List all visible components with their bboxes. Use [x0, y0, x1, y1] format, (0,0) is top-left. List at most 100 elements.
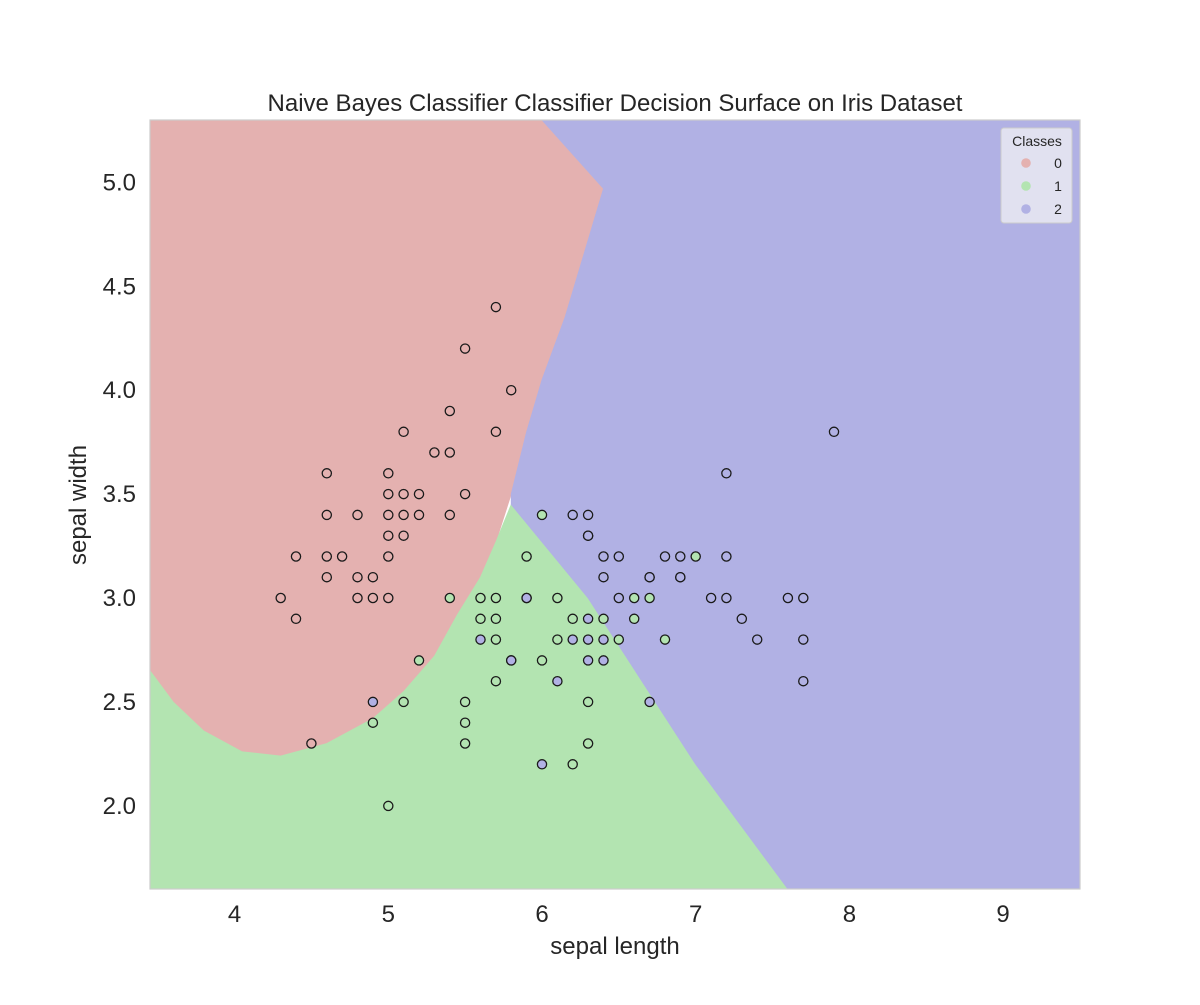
point-class-2-0 [367, 696, 379, 708]
point-class-2-22 [675, 571, 686, 583]
legend-marker-class-1 [1021, 181, 1031, 191]
point-class-0-11 [352, 509, 363, 521]
point-class-1-6 [459, 717, 471, 728]
point-class-0-1 [290, 613, 302, 625]
point-class-2-16 [598, 551, 609, 562]
point-class-1-3 [413, 655, 425, 666]
point-class-1-32 [659, 634, 671, 645]
point-class-1-24 [582, 696, 594, 708]
x-tick-label: 7 [689, 901, 702, 928]
point-class-2-3 [521, 592, 532, 604]
point-class-0-26 [429, 447, 440, 458]
point-class-0-4 [321, 571, 333, 583]
point-class-1-1 [383, 800, 394, 812]
point-class-0-8 [336, 551, 348, 562]
decision-regions [149, 119, 1081, 890]
y-tick-label: 4.5 [103, 273, 136, 300]
y-tick-label: 2.5 [103, 689, 136, 716]
point-class-1-20 [552, 592, 563, 604]
point-class-0-5 [321, 551, 333, 562]
point-class-2-23 [675, 551, 686, 562]
point-class-1-2 [398, 696, 409, 708]
point-class-0-7 [321, 468, 333, 479]
point-class-1-13 [490, 592, 502, 604]
y-tick-label: 5.0 [103, 169, 136, 196]
point-class-0-3 [306, 738, 317, 749]
legend-label-class-0: 0 [1054, 155, 1062, 171]
point-class-0-6 [321, 509, 333, 521]
point-class-0-13 [367, 571, 379, 583]
y-tick-label: 4.0 [103, 377, 136, 404]
point-class-2-21 [659, 551, 671, 562]
point-class-2-18 [613, 551, 625, 562]
point-class-2-34 [828, 426, 840, 438]
point-class-2-14 [598, 634, 609, 645]
point-class-1-11 [490, 634, 502, 645]
point-class-2-15 [598, 571, 609, 583]
x-axis-label: sepal length [550, 933, 679, 960]
point-class-2-10 [582, 613, 594, 625]
point-class-1-10 [490, 675, 502, 687]
point-class-1-18 [536, 509, 548, 521]
point-class-0-25 [413, 488, 425, 500]
legend-entries: 0 1 2 [1021, 155, 1062, 217]
y-axis-label: sepal width [65, 445, 92, 565]
point-class-2-13 [598, 655, 609, 666]
legend-marker-class-0 [1021, 158, 1031, 168]
point-class-1-5 [459, 738, 471, 749]
point-class-0-28 [444, 447, 456, 458]
point-class-1-12 [490, 613, 502, 625]
point-class-0-19 [383, 468, 394, 479]
point-class-0-14 [383, 592, 394, 604]
point-class-0-34 [505, 384, 517, 396]
point-class-1-16 [521, 551, 532, 562]
legend-box [1000, 127, 1073, 224]
point-class-2-24 [705, 592, 717, 604]
x-tick-label: 6 [535, 901, 548, 928]
point-class-2-2 [505, 655, 517, 666]
point-class-2-28 [736, 613, 748, 625]
point-class-1-21 [567, 759, 578, 770]
point-class-1-23 [582, 738, 594, 749]
point-class-2-25 [721, 592, 732, 604]
point-class-2-11 [582, 530, 594, 541]
x-tick-label: 9 [996, 901, 1009, 928]
point-class-1-27 [613, 634, 625, 645]
point-class-2-19 [644, 696, 655, 708]
point-class-2-30 [782, 592, 794, 604]
point-class-0-24 [413, 509, 425, 521]
point-class-2-32 [798, 634, 809, 645]
legend-label-class-1: 1 [1054, 178, 1062, 194]
point-class-2-27 [721, 468, 732, 479]
legend-marker-class-2 [1021, 204, 1031, 214]
point-class-2-4 [536, 759, 548, 770]
point-class-1-7 [459, 696, 471, 708]
point-class-1-9 [475, 592, 486, 604]
point-class-0-9 [352, 592, 363, 604]
point-class-0-16 [383, 530, 394, 541]
legend-label-class-2: 2 [1054, 201, 1062, 217]
y-tick-label: 3.0 [103, 585, 136, 612]
point-class-0-29 [444, 405, 456, 417]
point-class-0-10 [352, 571, 363, 583]
point-class-1-19 [552, 634, 563, 645]
point-class-1-28 [628, 613, 640, 625]
point-class-2-20 [644, 571, 655, 583]
point-class-0-23 [398, 426, 409, 438]
x-tick-label: 5 [382, 901, 395, 928]
point-class-1-34 [690, 551, 701, 562]
point-class-1-29 [628, 592, 640, 604]
point-class-0-27 [444, 509, 456, 521]
data-points [275, 301, 840, 812]
point-class-2-29 [751, 634, 763, 645]
point-class-1-26 [598, 613, 609, 625]
point-class-2-31 [798, 675, 809, 687]
point-class-0-33 [490, 301, 502, 313]
plot-frame [149, 119, 1081, 890]
point-class-0-32 [490, 426, 502, 438]
point-class-1-4 [444, 592, 456, 604]
y-tick-label: 2.0 [103, 793, 136, 820]
point-class-0-21 [398, 509, 409, 521]
y-tick-label: 3.5 [103, 481, 136, 508]
